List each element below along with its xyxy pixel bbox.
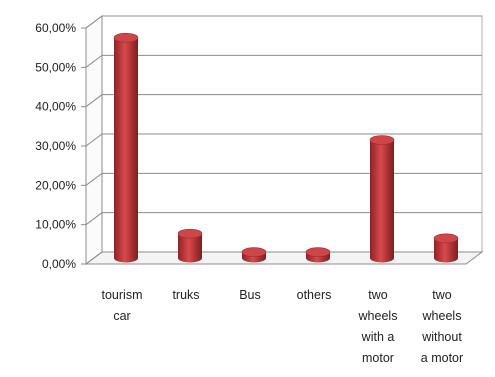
x-category-label: others: [297, 288, 332, 302]
x-category-line: with a: [361, 330, 395, 344]
floor: [84, 251, 484, 265]
y-tick-label: 20,00%: [35, 178, 76, 192]
x-category-line: two: [368, 288, 388, 302]
x-category-line: wheels: [358, 309, 398, 323]
gridline: [85, 133, 482, 147]
x-category-line: truks: [172, 288, 199, 302]
bar: [369, 135, 395, 263]
x-category-line: others: [297, 288, 332, 302]
bar: [433, 233, 459, 263]
x-category-label: two wheels with a motor: [358, 288, 398, 365]
bar-top: [433, 233, 459, 244]
bar-body: [114, 37, 138, 263]
gridline: [85, 212, 482, 226]
x-category-line: a motor: [421, 351, 463, 365]
x-category-label: Bus: [239, 288, 261, 302]
x-category-label: truks: [172, 288, 199, 302]
gridlines: [85, 15, 482, 265]
bars: [113, 32, 459, 263]
bar-top: [241, 247, 267, 257]
bar: [305, 247, 331, 263]
bar-body: [370, 140, 394, 263]
x-category-line: without: [421, 330, 462, 344]
bar-top: [177, 228, 203, 239]
gridline: [85, 172, 482, 186]
y-axis-ticks: 0,00% 10,00% 20,00% 30,00% 40,00% 50,00% 60,00…: [35, 21, 86, 271]
bar: [177, 228, 203, 263]
bar: [241, 247, 267, 263]
gridline: [85, 15, 482, 29]
gridline: [85, 94, 482, 108]
bar-body: [178, 233, 202, 263]
gridline: [85, 54, 482, 68]
y-tick-label: 50,00%: [35, 60, 76, 74]
bar-top: [113, 32, 139, 43]
bar: [113, 32, 139, 263]
x-category-label: two wheels without a motor: [421, 288, 463, 365]
y-tick-label: 10,00%: [35, 218, 76, 232]
x-category-line: motor: [362, 351, 394, 365]
x-category-line: tourism: [102, 288, 143, 302]
gridline: [85, 251, 482, 265]
y-tick-label: 0,00%: [42, 257, 76, 271]
y-tick-label: 40,00%: [35, 100, 76, 114]
x-axis-categories: tourism car truks Bus others two wheels with a m…: [102, 288, 464, 365]
x-category-label: tourism car: [102, 288, 143, 323]
x-category-line: Bus: [239, 288, 261, 302]
x-category-line: two: [432, 288, 452, 302]
y-tick-label: 60,00%: [35, 21, 76, 35]
bar-top: [305, 247, 331, 257]
chart-walls: [84, 15, 484, 265]
x-category-line: car: [113, 309, 130, 323]
bar-top: [369, 135, 395, 145]
x-category-line: wheels: [422, 309, 462, 323]
y-tick-label: 30,00%: [35, 139, 76, 153]
bar-body: [434, 238, 458, 263]
